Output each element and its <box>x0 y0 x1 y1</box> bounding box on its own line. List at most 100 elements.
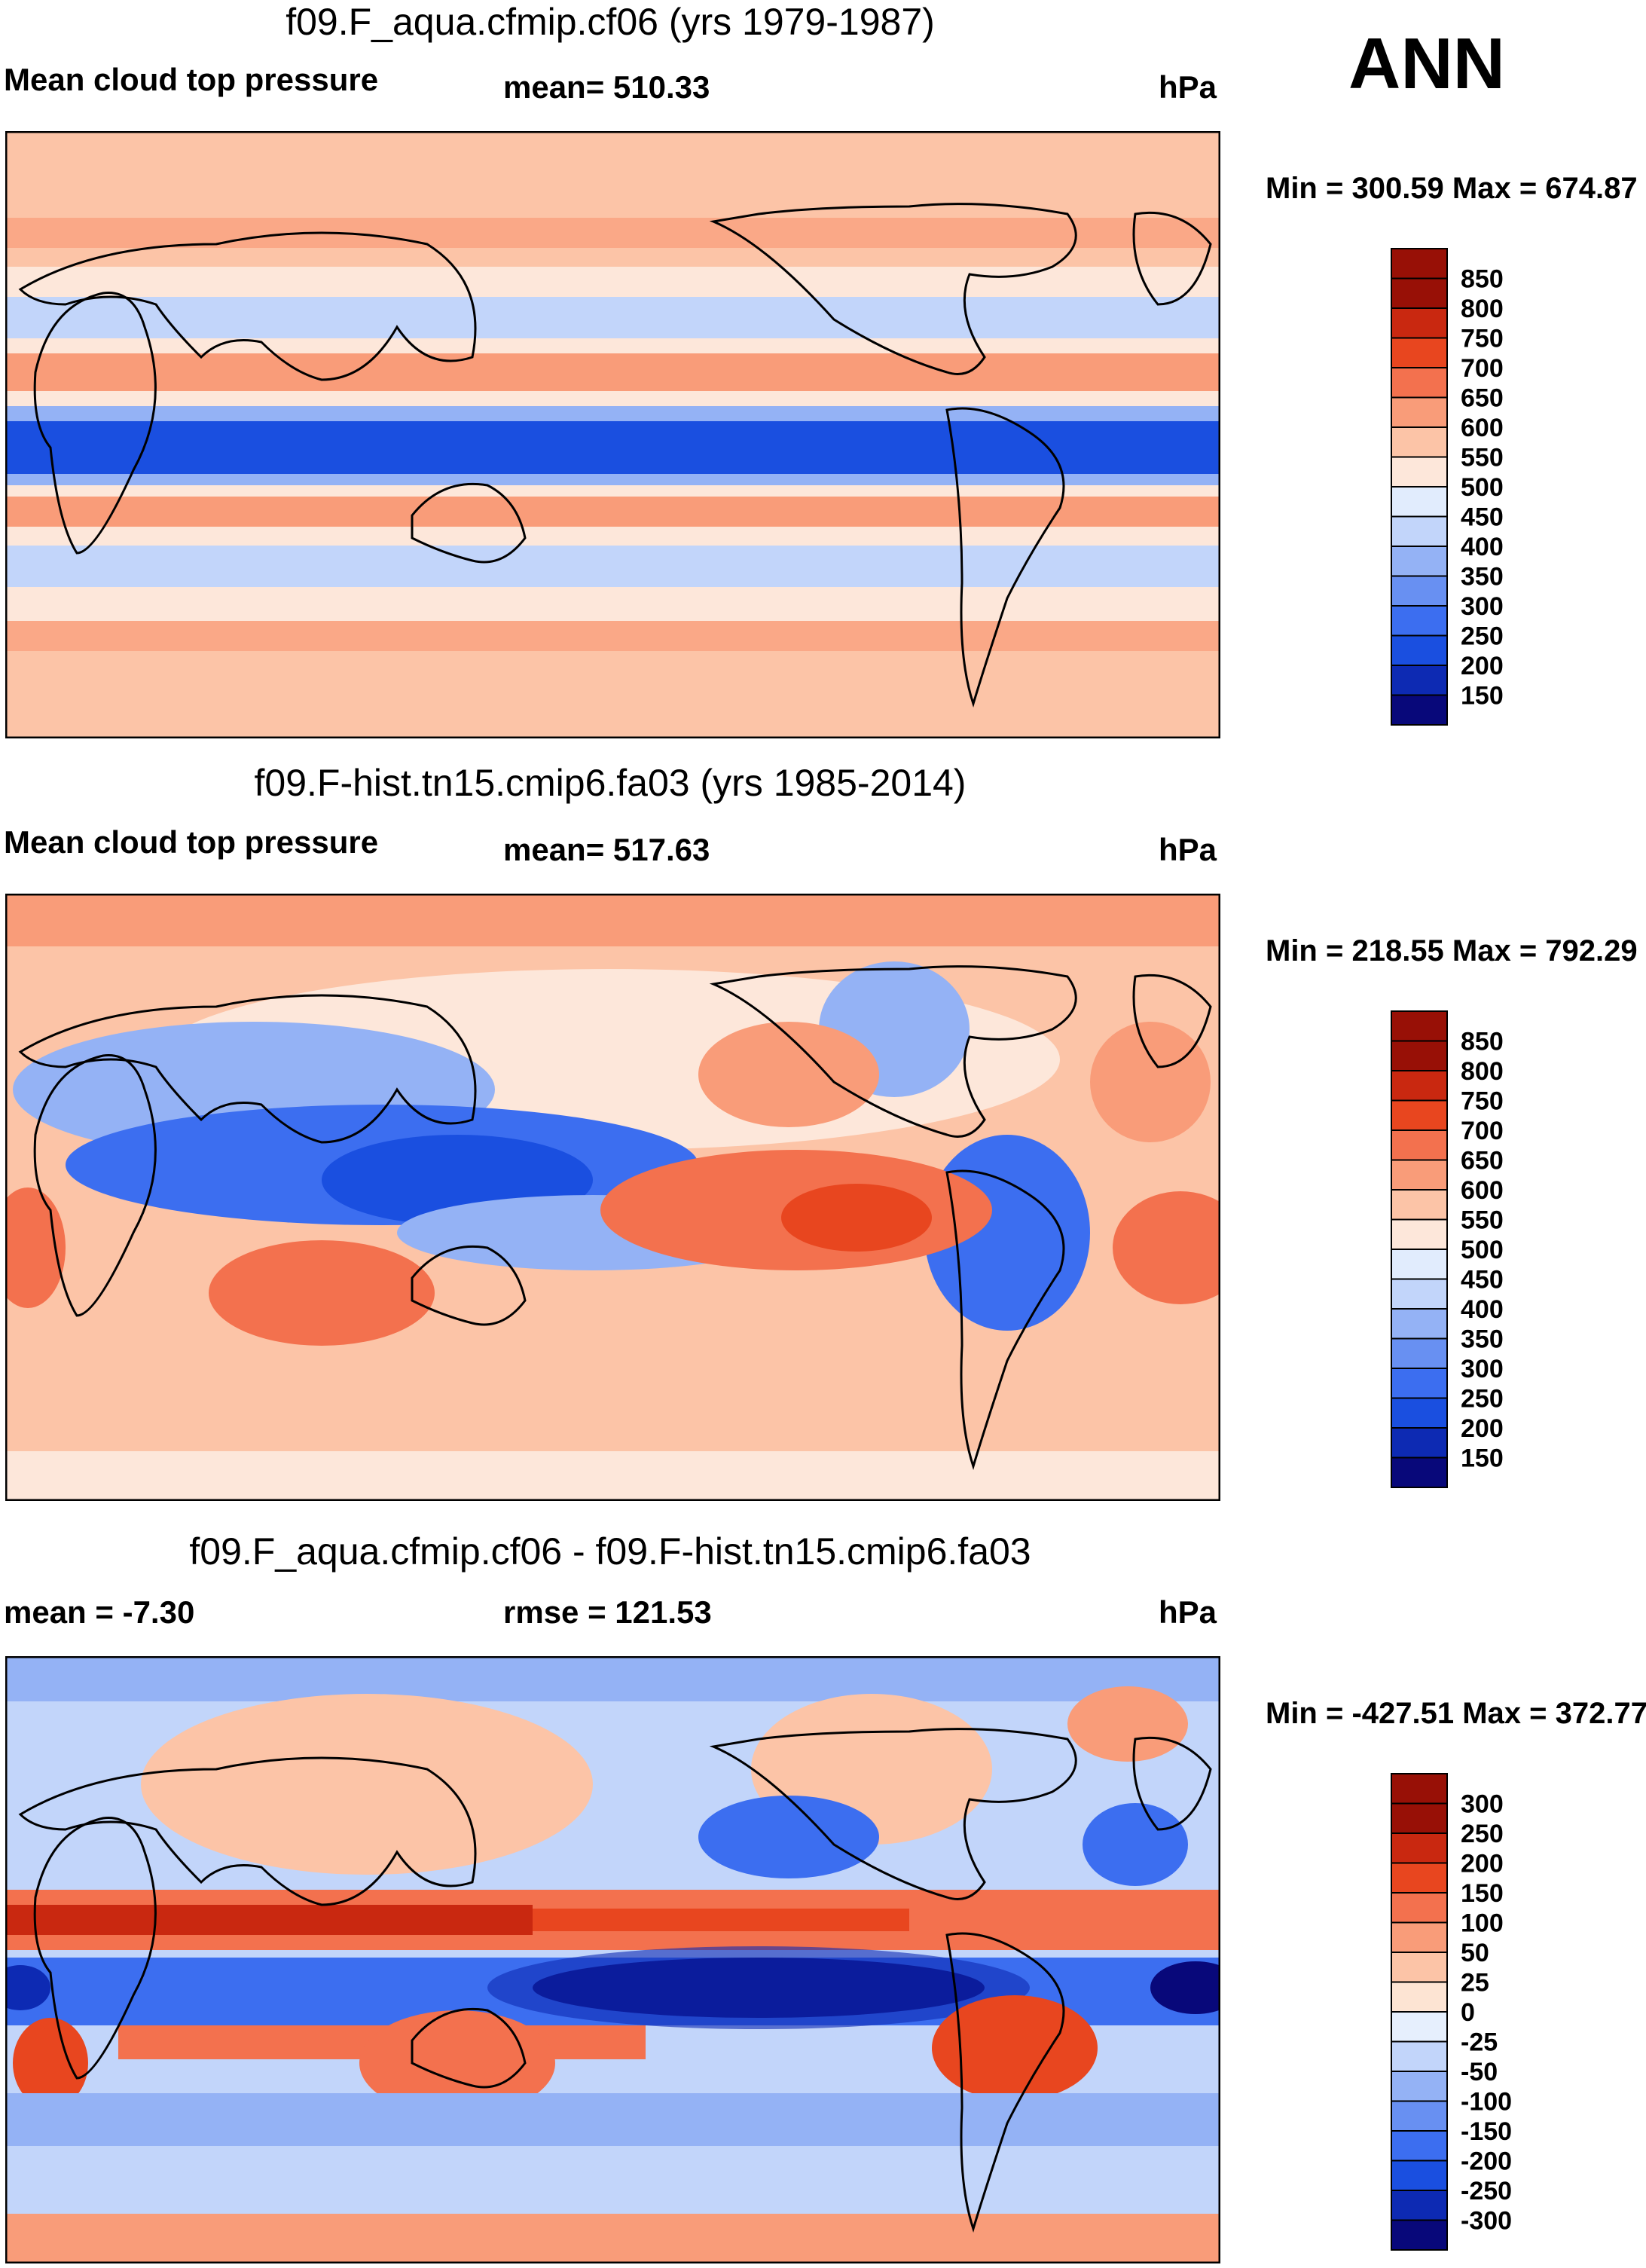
panel1-map <box>5 131 1220 738</box>
panel1-colorbar-box <box>1391 396 1448 428</box>
panel3-colorbar-box <box>1391 2159 1448 2191</box>
panel2-colorbar-label: 150 <box>1461 1444 1504 1473</box>
panel3-mean-label: mean = -7.30 <box>4 1594 195 1630</box>
panel1-colorbar-box <box>1391 426 1448 458</box>
panel1-colorbar-label: 450 <box>1461 503 1504 532</box>
panel3-colorbar-box <box>1391 1921 1448 1953</box>
panel3-colorbar-label: 250 <box>1461 1820 1504 1848</box>
panel1-colorbar-boxes <box>1391 248 1448 726</box>
panel2-variable-label: Mean cloud top pressure <box>4 824 379 860</box>
panel2-colorbar-label: 450 <box>1461 1266 1504 1294</box>
panel2-colorbar-label: 800 <box>1461 1057 1504 1086</box>
panel3-colorbar-box <box>1391 1862 1448 1894</box>
panel1-colorbar-label: 550 <box>1461 444 1504 472</box>
panel3-atl-ne-blue <box>1083 1803 1188 1886</box>
panel3-units: hPa <box>1159 1594 1217 1630</box>
panel1-colorbar-box <box>1391 634 1448 666</box>
panel2-colorbar-label: 400 <box>1461 1295 1504 1324</box>
panel2-colorbar-label: 750 <box>1461 1087 1504 1116</box>
panel3-colorbar-label: 300 <box>1461 1790 1504 1819</box>
panel3-arctic-blue <box>5 1656 1220 1701</box>
panel3-band-s-blue <box>5 2093 1220 2146</box>
panel1-band-n-light <box>5 406 1220 421</box>
panel2-colorbar-box <box>1391 1040 1448 1071</box>
panel1-minmax: Min = 300.59 Max = 674.87 <box>1266 172 1638 205</box>
panel3-colorbar-label: 150 <box>1461 1879 1504 1908</box>
panel3-australia-red <box>359 2010 555 2116</box>
panel2-colorbar-box <box>1391 1368 1448 1399</box>
panel1-colorbar-label: 250 <box>1461 622 1504 651</box>
panel3-band-n-pacific <box>533 1909 909 1931</box>
panel1-colorbar-label: 650 <box>1461 384 1504 413</box>
panel1-colorbar-box <box>1391 515 1448 547</box>
panel3-eurasia-red <box>141 1694 593 1875</box>
panel1-colorbar-box <box>1391 575 1448 607</box>
panel2-red-pacific-ne <box>698 1022 879 1127</box>
panel3-colorbar-label: 25 <box>1461 1969 1489 1997</box>
panel1-band-n-high <box>5 218 1220 248</box>
panel3-colorbar-labels: 30025020015010050250-25-50-100-150-200-2… <box>1461 1790 1512 2236</box>
panel3-colorbar-label: 100 <box>1461 1909 1504 1938</box>
panel1-band-s-sub <box>5 497 1220 527</box>
panel3-colorbar-box <box>1391 2190 1448 2221</box>
panel3-pacific-eq-mid <box>487 1946 1030 2029</box>
panel2-colorbar-box <box>1391 1249 1448 1280</box>
panel2-red-atl-se <box>1113 1191 1220 1304</box>
panel3-colorbar-label: -150 <box>1461 2117 1512 2146</box>
panel1-colorbar-label: 850 <box>1461 265 1504 294</box>
panel2-colorbar: 8508007507006506005505004504003503002502… <box>1391 1010 1504 1488</box>
panel1-colorbar-label: 300 <box>1461 592 1504 621</box>
panel2-red-peru <box>781 1184 932 1252</box>
panel2-colorbar-label: 350 <box>1461 1325 1504 1354</box>
panel1-colorbar-label: 700 <box>1461 354 1504 383</box>
panel3-map <box>5 1656 1220 2263</box>
panel2-colorbar-label: 700 <box>1461 1117 1504 1145</box>
panel1-colorbar-box <box>1391 665 1448 696</box>
panel3-colorbar: 30025020015010050250-25-50-100-150-200-2… <box>1391 1773 1512 2251</box>
panel1-title: f09.F_aqua.cfmip.cf06 (yrs 1979-1987) <box>286 1 935 43</box>
panel2-colorbar-label: 850 <box>1461 1028 1504 1056</box>
panel2-minmax: Min = 218.55 Max = 792.29 <box>1266 934 1638 967</box>
panel3-colorbar-label: -100 <box>1461 2088 1512 2117</box>
panel2-colorbar-label: 600 <box>1461 1176 1504 1205</box>
panel3-colorbar-label: 50 <box>1461 1939 1489 1967</box>
panel1-colorbar-box <box>1391 486 1448 518</box>
panel3-colorbar-box <box>1391 2219 1448 2251</box>
panel1-band-s-pale <box>5 485 1220 497</box>
panel1-colorbar-box <box>1391 546 1448 577</box>
panel3-band-n-dark <box>5 1905 533 1935</box>
panel2-colorbar-labels: 8508007507006506005505004504003503002502… <box>1461 1028 1504 1473</box>
panel2-arctic <box>5 894 1220 946</box>
panel2-colorbar-box <box>1391 1397 1448 1429</box>
panel1-colorbar-box <box>1391 605 1448 637</box>
panel2-colorbar-box <box>1391 1010 1448 1042</box>
panel3-colorbar-label: -50 <box>1461 2058 1498 2086</box>
panel2-mean-label: mean= 517.63 <box>503 832 710 867</box>
panel1-colorbar-box <box>1391 248 1448 280</box>
panel3-colorbar-label: -200 <box>1461 2147 1512 2176</box>
panel1-colorbar-box <box>1391 694 1448 726</box>
panel1-colorbar-box <box>1391 307 1448 339</box>
panel1-colorbar: 8508007507006506005505004504003503002502… <box>1391 248 1504 726</box>
panel1-colorbar-label: 150 <box>1461 682 1504 711</box>
panel3-colorbar-box <box>1391 2100 1448 2132</box>
panel1-coastlines <box>18 203 1212 708</box>
panel2-colorbar-box <box>1391 1427 1448 1459</box>
panel2-colorbar-box <box>1391 1456 1448 1488</box>
panel3-colorbar-box <box>1391 1952 1448 1983</box>
panel1-band-n-pale2 <box>5 338 1220 353</box>
panel1-colorbar-box <box>1391 337 1448 368</box>
panel1-band-n-pale3 <box>5 391 1220 406</box>
panel2-title: f09.F-hist.tn15.cmip6.fa03 (yrs 1985-201… <box>254 762 967 804</box>
panel3-title: f09.F_aqua.cfmip.cf06 - f09.F-hist.tn15.… <box>189 1530 1031 1573</box>
panel1-colorbar-label: 200 <box>1461 652 1504 680</box>
panel1-colorbar-box <box>1391 456 1448 488</box>
panel3-colorbar-box <box>1391 1773 1448 1805</box>
panel1-band-itcz <box>5 421 1220 474</box>
panel3-colorbar-box <box>1391 1802 1448 1834</box>
panel1-colorbar-label: 600 <box>1461 414 1504 442</box>
panel3-colorbar-box <box>1391 2130 1448 2162</box>
panel3-colorbar-box <box>1391 2011 1448 2043</box>
panel3-atl-eq-dark <box>1150 1961 1220 2014</box>
panel2-colorbar-box <box>1391 1189 1448 1221</box>
